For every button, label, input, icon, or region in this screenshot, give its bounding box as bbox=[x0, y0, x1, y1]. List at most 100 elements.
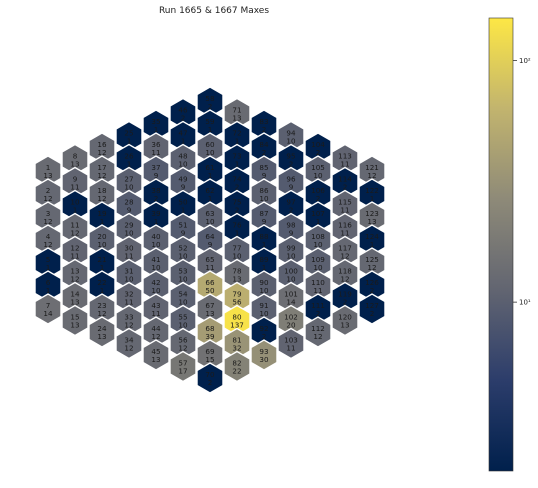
hex-count-label: 1 bbox=[100, 217, 105, 226]
hex-count-label: 10 bbox=[178, 252, 188, 261]
hex-shape-84 bbox=[250, 132, 278, 164]
hex-id-label: 30 bbox=[124, 244, 134, 253]
hex-count-label: 1 bbox=[100, 286, 105, 295]
hex-count-label: 13 bbox=[232, 114, 241, 123]
hex-count-label: 10 bbox=[205, 217, 215, 226]
hex-cell-47: 471 bbox=[169, 120, 197, 153]
hex-count-label: 10 bbox=[124, 183, 134, 192]
hex-id-label: 41 bbox=[151, 255, 160, 264]
hex-id-label: 73 bbox=[232, 152, 241, 161]
hex-count-label: 1 bbox=[370, 194, 375, 203]
hex-id-label: 20 bbox=[97, 232, 107, 241]
hex-id-label: 100 bbox=[284, 267, 298, 276]
hex-count-label: 12 bbox=[340, 252, 349, 261]
hex-count-label: 12 bbox=[43, 194, 52, 203]
hex-id-label: 47 bbox=[178, 129, 187, 138]
hex-shape-111 bbox=[304, 293, 332, 325]
hex-id-label: 64 bbox=[205, 232, 215, 241]
hex-shape-4 bbox=[34, 224, 62, 256]
hex-cell-98: 989 bbox=[277, 212, 305, 245]
hex-shape-42 bbox=[142, 270, 170, 302]
hex-count-label: 12 bbox=[43, 240, 52, 249]
hex-count-label: 1 bbox=[208, 171, 213, 180]
hex-cell-84: 842 bbox=[250, 132, 278, 164]
hex-count-label: 50 bbox=[205, 286, 215, 295]
hex-shape-116 bbox=[331, 212, 359, 245]
hex-count-label: 1 bbox=[235, 229, 240, 238]
hex-shape-41 bbox=[142, 247, 170, 279]
hex-id-label: 50 bbox=[178, 198, 188, 207]
hex-shape-7 bbox=[34, 293, 62, 325]
hex-shape-19 bbox=[88, 201, 116, 233]
hex-shape-79 bbox=[223, 281, 251, 314]
hex-shape-15 bbox=[61, 304, 89, 337]
hex-cell-59: 591 bbox=[196, 109, 224, 141]
hex-shape-103 bbox=[277, 327, 305, 360]
hex-id-label: 115 bbox=[338, 198, 352, 207]
hex-shape-97 bbox=[277, 189, 305, 222]
hex-count-label: 10 bbox=[313, 171, 323, 180]
hex-cell-7: 714 bbox=[34, 293, 62, 325]
hex-id-label: 83 bbox=[259, 117, 268, 126]
hex-count-label: 9 bbox=[154, 171, 159, 180]
hex-id-label: 46 bbox=[178, 106, 188, 115]
hex-id-label: 31 bbox=[124, 267, 133, 276]
hex-count-label: 2 bbox=[208, 102, 213, 111]
hex-count-label: 13 bbox=[232, 275, 241, 284]
hex-count-label: 10 bbox=[286, 275, 296, 284]
hex-shape-40 bbox=[142, 224, 170, 256]
hex-count-label: 1 bbox=[316, 217, 321, 226]
hex-count-label: 2 bbox=[154, 194, 159, 203]
hex-id-label: 79 bbox=[232, 290, 242, 299]
hex-count-label: 2 bbox=[262, 125, 267, 134]
hex-count-label: 2 bbox=[370, 309, 375, 318]
hex-cell-22: 221 bbox=[88, 270, 116, 302]
hex-count-label: 9 bbox=[289, 183, 294, 192]
hex-id-label: 52 bbox=[178, 244, 187, 253]
hex-shape-72 bbox=[223, 120, 251, 153]
hex-id-label: 106 bbox=[311, 186, 325, 195]
hex-id-label: 1 bbox=[46, 163, 51, 172]
hex-count-label: 14 bbox=[286, 298, 296, 307]
hex-count-label: 1 bbox=[127, 160, 132, 169]
hex-shape-48 bbox=[169, 143, 197, 176]
hex-shape-33 bbox=[115, 304, 143, 337]
hex-cell-35: 351 bbox=[142, 109, 170, 141]
hex-count-label: 12 bbox=[70, 229, 79, 238]
hex-shape-92 bbox=[250, 316, 278, 348]
hex-shape-9 bbox=[61, 166, 89, 199]
hex-count-label: 15 bbox=[205, 355, 214, 364]
hex-id-label: 54 bbox=[178, 290, 188, 299]
hex-count-label: 10 bbox=[178, 321, 188, 330]
hex-id-label: 107 bbox=[311, 209, 325, 218]
hex-shape-35 bbox=[142, 109, 170, 141]
hex-shape-66 bbox=[196, 270, 224, 302]
hex-shape-86 bbox=[250, 178, 278, 210]
hex-id-label: 43 bbox=[151, 301, 160, 310]
hex-id-label: 78 bbox=[232, 267, 242, 276]
hex-count-label: 1 bbox=[100, 263, 105, 272]
hex-count-label: 2 bbox=[316, 148, 321, 157]
hex-cell-97: 972 bbox=[277, 189, 305, 222]
hex-shape-107 bbox=[304, 201, 332, 233]
hex-shape-31 bbox=[115, 258, 143, 291]
hex-count-label: 14 bbox=[43, 309, 53, 318]
hex-id-label: 58 bbox=[205, 94, 215, 103]
hex-count-label: 10 bbox=[259, 309, 269, 318]
hex-count-label: 2 bbox=[181, 114, 186, 123]
